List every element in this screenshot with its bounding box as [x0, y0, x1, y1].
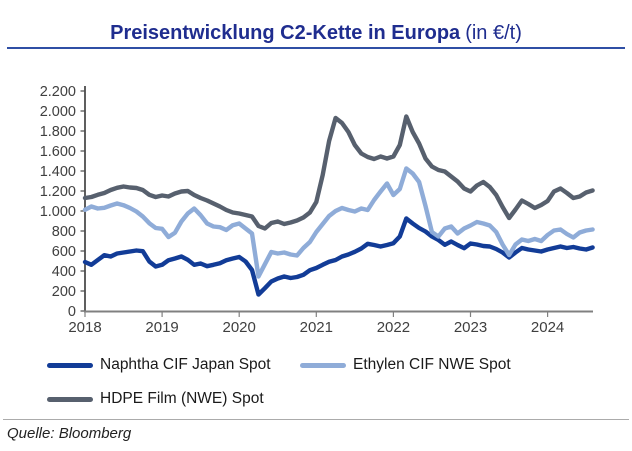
- x-tick-label: 2023: [454, 319, 487, 336]
- x-tick-label: 2024: [531, 319, 564, 336]
- x-tick-label: 2022: [377, 319, 410, 336]
- x-tick-label: 2020: [223, 319, 256, 336]
- y-tick-label: 1.400: [40, 164, 76, 180]
- legend-item-naphtha: Naphtha CIF Japan Spot: [47, 356, 300, 374]
- page-title-unit: (in €/t): [465, 22, 522, 44]
- x-tick-label: 2019: [145, 319, 178, 336]
- legend-item-hdpe: HDPE Film (NWE) Spot: [47, 390, 300, 408]
- price-line-chart: 0 200 400 600 800 1.000 1.200 1.400 1.600 1.800 2.…: [40, 84, 595, 336]
- series-line-ethylen: [82, 166, 595, 279]
- y-tick-label: 400: [52, 264, 76, 280]
- y-tick-label: 200: [52, 284, 76, 300]
- title-underline: [7, 47, 625, 49]
- y-tick-label: 1.800: [40, 124, 76, 140]
- legend-swatch: [300, 362, 346, 368]
- y-tick-label: 600: [52, 244, 76, 260]
- chart-legend: Naphtha CIF Japan Spot Ethylen CIF NWE Sp…: [47, 356, 511, 408]
- legend-swatch: [47, 362, 93, 368]
- source-label: Quelle: Bloomberg: [7, 425, 132, 442]
- legend-label: Ethylen CIF NWE Spot: [353, 356, 511, 373]
- y-tick-label: 2.200: [40, 84, 76, 100]
- y-tick-label: 2.000: [40, 104, 76, 120]
- x-tick-label: 2021: [300, 319, 333, 336]
- legend-item-ethylen: Ethylen CIF NWE Spot: [300, 356, 511, 374]
- page-title-main: Preisentwicklung C2-Kette in Europa: [110, 22, 461, 44]
- legend-swatch: [47, 396, 93, 402]
- legend-label: Naphtha CIF Japan Spot: [100, 356, 271, 373]
- series-line-hdpe: [82, 114, 595, 231]
- y-tick-label: 1.600: [40, 144, 76, 160]
- footer-divider: [3, 419, 629, 420]
- y-tick-label: 1.200: [40, 184, 76, 200]
- y-tick-label: 1.000: [40, 204, 76, 220]
- x-tick-label: 2018: [68, 319, 101, 336]
- y-tick-label: 0: [68, 304, 76, 320]
- y-tick-label: 800: [52, 224, 76, 240]
- legend-label: HDPE Film (NWE) Spot: [100, 390, 264, 407]
- page-title: Preisentwicklung C2-Kette in Europa (in €…: [0, 22, 632, 45]
